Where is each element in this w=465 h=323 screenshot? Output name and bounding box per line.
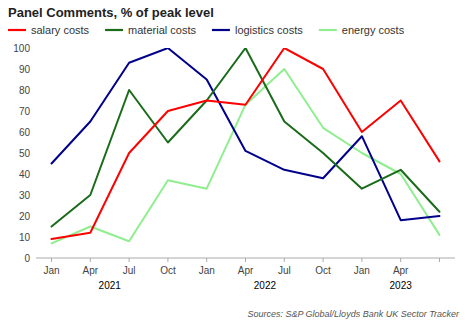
line-series	[52, 69, 440, 243]
x-tick	[51, 258, 52, 262]
legend-swatch	[319, 29, 337, 31]
y-tick-label: 20	[19, 211, 31, 222]
x-tick	[129, 258, 130, 262]
legend-label: logistics costs	[235, 24, 303, 36]
chart: Panel Comments, % of peak level salary co…	[0, 0, 465, 323]
year-label: 2021	[99, 280, 122, 291]
y-tick-label: 60	[19, 127, 31, 138]
x-tick-label: Jan	[199, 265, 215, 276]
title: Panel Comments, % of peak level	[8, 5, 214, 20]
y-tick-label: 0	[24, 253, 30, 264]
x-tick	[439, 258, 440, 262]
x-tick-label: Jan	[354, 265, 370, 276]
legend: salary costs material costs logistics cost…	[8, 24, 405, 36]
x-tick	[284, 258, 285, 262]
x-tick-label: Jul	[123, 265, 136, 276]
x-tick-label: Jul	[278, 265, 291, 276]
x-tick	[323, 258, 324, 262]
x-tick-label: Apr	[393, 265, 409, 276]
line-series	[52, 48, 440, 239]
legend-label: salary costs	[31, 24, 90, 36]
y-tick-label: 40	[19, 169, 31, 180]
source: Sources: S&P Global/Lloyds Bank UK Secto…	[247, 309, 460, 319]
year-label: 2023	[390, 280, 413, 291]
x-tick	[206, 258, 207, 262]
legend-swatch	[212, 29, 230, 31]
x-tick-label: Apr	[83, 265, 99, 276]
y-tick-label: 30	[19, 190, 31, 201]
legend-label: energy costs	[342, 24, 405, 36]
x-tick	[245, 258, 246, 262]
x-tick-label: Oct	[315, 265, 331, 276]
y-tick-label: 90	[19, 64, 31, 75]
x-tick	[90, 258, 91, 262]
y-tick-label: 10	[19, 232, 31, 243]
x-tick	[361, 258, 362, 262]
y-tick-label: 80	[19, 85, 31, 96]
x-tick-label: Apr	[238, 265, 254, 276]
legend-swatch	[105, 29, 123, 31]
plot-area	[52, 48, 440, 243]
x-tick-label: Jan	[43, 265, 59, 276]
y-tick-label: 70	[19, 106, 31, 117]
x-tick-label: Oct	[160, 265, 176, 276]
x-tick	[167, 258, 168, 262]
y-tick-label: 50	[19, 148, 31, 159]
x-tick	[400, 258, 401, 262]
y-tick-label: 100	[13, 43, 30, 54]
legend-swatch	[8, 29, 26, 31]
legend-label: material costs	[128, 24, 196, 36]
line-series	[52, 48, 440, 227]
year-label: 2022	[254, 280, 277, 291]
